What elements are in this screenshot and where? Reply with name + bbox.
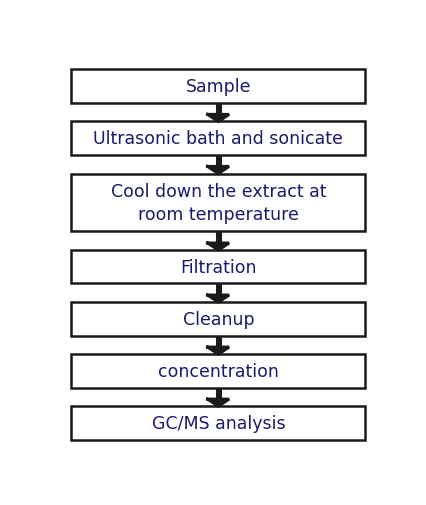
Polygon shape [207,167,229,174]
Polygon shape [207,347,229,355]
Text: Sample: Sample [186,78,251,96]
Bar [72,174,365,232]
Bar [72,122,365,156]
Polygon shape [207,295,229,302]
Bar [72,250,365,284]
Bar [72,302,365,336]
Text: Cool down the extract at
room temperature: Cool down the extract at room temperatur… [111,183,326,223]
Text: Filtration: Filtration [180,258,256,276]
Text: Ultrasonic bath and sonicate: Ultrasonic bath and sonicate [93,130,343,148]
Bar [72,70,365,104]
Bar [72,355,365,388]
Polygon shape [207,115,229,122]
Polygon shape [207,399,229,407]
Polygon shape [207,243,229,250]
Text: GC/MS analysis: GC/MS analysis [152,414,285,432]
Bar [72,407,365,440]
Text: concentration: concentration [158,362,279,380]
Text: Cleanup: Cleanup [182,310,254,328]
